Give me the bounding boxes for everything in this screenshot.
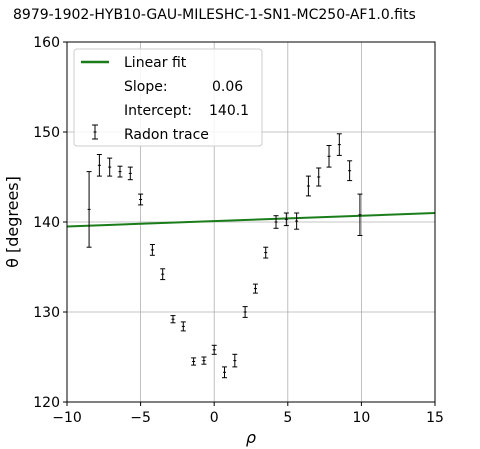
y-tick-label: 160: [33, 35, 60, 51]
data-point: [191, 357, 197, 366]
x-tick-label: −10: [52, 410, 82, 426]
chart-title: 8979-1902-HYB10-GAU-MILESHC-1-SN1-MC250-…: [13, 7, 416, 23]
data-point: [117, 165, 123, 178]
y-tick-label: 130: [33, 305, 60, 321]
legend-intercept-label: Intercept:: [124, 103, 192, 119]
data-point: [138, 193, 144, 206]
x-tick-label: 0: [210, 410, 219, 426]
data-point: [294, 212, 300, 230]
data-point: [283, 212, 289, 227]
data-point: [336, 133, 342, 156]
data-point: [127, 166, 133, 181]
data-point: [107, 157, 113, 177]
data-point: [242, 306, 248, 318]
data-point: [180, 321, 186, 332]
data-point: [357, 193, 363, 236]
data-layer: [86, 133, 363, 379]
y-axis-label: θ [degrees]: [3, 176, 22, 268]
fit-line: [66, 212, 436, 228]
fit-layer: [66, 212, 436, 228]
x-axis-label: ρ: [246, 428, 256, 447]
ticks: −10 −5 0 5 10 15 120 130 140 150 160: [33, 35, 444, 426]
x-tick-label: 10: [352, 410, 370, 426]
data-point: [170, 315, 176, 324]
data-point: [232, 353, 238, 368]
data-point: [160, 268, 166, 281]
y-tick-label: 120: [33, 395, 60, 411]
x-tick-label: 15: [426, 410, 444, 426]
data-point: [201, 356, 207, 365]
data-point: [222, 366, 228, 379]
y-tick-label: 140: [33, 215, 60, 231]
data-point: [252, 283, 258, 294]
data-point: [273, 215, 279, 229]
data-point: [347, 160, 353, 182]
data-point: [305, 175, 311, 197]
data-point: [96, 154, 102, 177]
x-tick-label: −5: [130, 410, 151, 426]
legend: Linear fit Slope: 0.06 Intercept: 140.1 …: [73, 48, 263, 147]
legend-fit-label: Linear fit: [124, 55, 187, 71]
x-tick-label: 5: [283, 410, 292, 426]
data-point: [263, 246, 269, 259]
y-tick-label: 150: [33, 125, 60, 141]
data-point: [316, 167, 322, 187]
data-point: [86, 171, 92, 248]
legend-slope-label: Slope:: [124, 79, 168, 95]
legend-intercept-value: 140.1: [209, 103, 249, 119]
data-point: [149, 244, 155, 256]
data-point: [211, 344, 217, 355]
legend-radon-label: Radon trace: [124, 127, 209, 143]
data-point: [326, 145, 332, 168]
legend-box: [73, 48, 263, 147]
legend-slope-value: 0.06: [212, 79, 243, 95]
legend-radon-swatch: [92, 124, 98, 140]
